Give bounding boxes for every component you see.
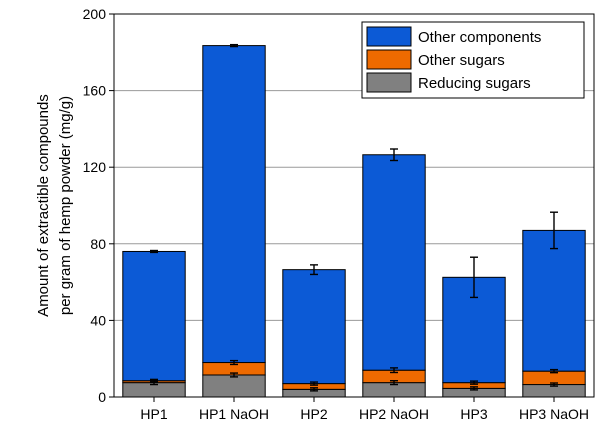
y-axis-label: Amount of extractible compounds per gram … (35, 94, 74, 317)
error-bars (150, 43, 558, 392)
y-tick-label: 80 (90, 236, 106, 252)
y-tick-label: 0 (98, 389, 106, 405)
plot-frame (113, 13, 595, 398)
x-tick-label: HP1 (140, 406, 167, 422)
legend-swatch (366, 49, 412, 70)
legend-label: Reducing sugars (418, 75, 531, 92)
bar-segment (522, 229, 586, 372)
x-tick-label: HP3 (460, 406, 487, 422)
y-axis-label-line: Amount of extractible compounds (35, 94, 52, 317)
axes: 0 40 80 120 160 200 HP1 HP1 NaOH HP2 HP2 NaOH HP3 H… (83, 6, 589, 422)
bar-segment (202, 374, 266, 398)
y-tick-label: 160 (83, 83, 107, 99)
x-tick-label: HP3 NaOH (519, 406, 589, 422)
x-tick-label: HP2 (300, 406, 327, 422)
legend-swatch (366, 72, 412, 93)
y-tick-label: 200 (83, 6, 107, 22)
y-tick-label: 120 (83, 159, 107, 175)
y-axis-label-line: per gram of hemp powder (mg/g) (57, 96, 74, 315)
bar-segment (202, 45, 266, 364)
x-tick-label: HP1 NaOH (199, 406, 269, 422)
legend-label: Other components (418, 29, 541, 46)
legend: Other components Other sugars Reducing sug… (361, 21, 585, 99)
bar-segment (282, 269, 346, 385)
legend-label: Other sugars (418, 52, 505, 69)
legend-swatch (366, 26, 412, 47)
y-tick-label: 40 (90, 312, 106, 328)
bar-segment (362, 154, 426, 371)
bar-segment (122, 250, 186, 382)
gridlines (114, 90, 594, 321)
x-tick-label: HP2 NaOH (359, 406, 429, 422)
